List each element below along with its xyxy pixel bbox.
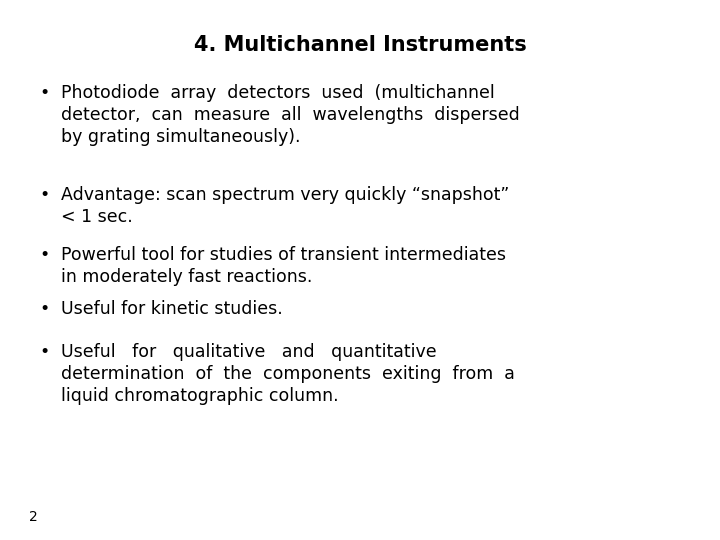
Text: 2: 2 bbox=[29, 510, 37, 524]
Text: Powerful tool for studies of transient intermediates
in moderately fast reaction: Powerful tool for studies of transient i… bbox=[61, 246, 506, 286]
Text: •: • bbox=[40, 343, 50, 361]
Text: Advantage: scan spectrum very quickly “snapshot”
< 1 sec.: Advantage: scan spectrum very quickly “s… bbox=[61, 186, 510, 226]
Text: Useful   for   qualitative   and   quantitative
determination  of  the  componen: Useful for qualitative and quantitative … bbox=[61, 343, 515, 406]
Text: •: • bbox=[40, 300, 50, 318]
Text: •: • bbox=[40, 246, 50, 264]
Text: •: • bbox=[40, 84, 50, 102]
Text: Photodiode  array  detectors  used  (multichannel
detector,  can  measure  all  : Photodiode array detectors used (multich… bbox=[61, 84, 520, 146]
Text: •: • bbox=[40, 186, 50, 204]
Text: Useful for kinetic studies.: Useful for kinetic studies. bbox=[61, 300, 283, 318]
Text: 4. Multichannel Instruments: 4. Multichannel Instruments bbox=[194, 35, 526, 55]
